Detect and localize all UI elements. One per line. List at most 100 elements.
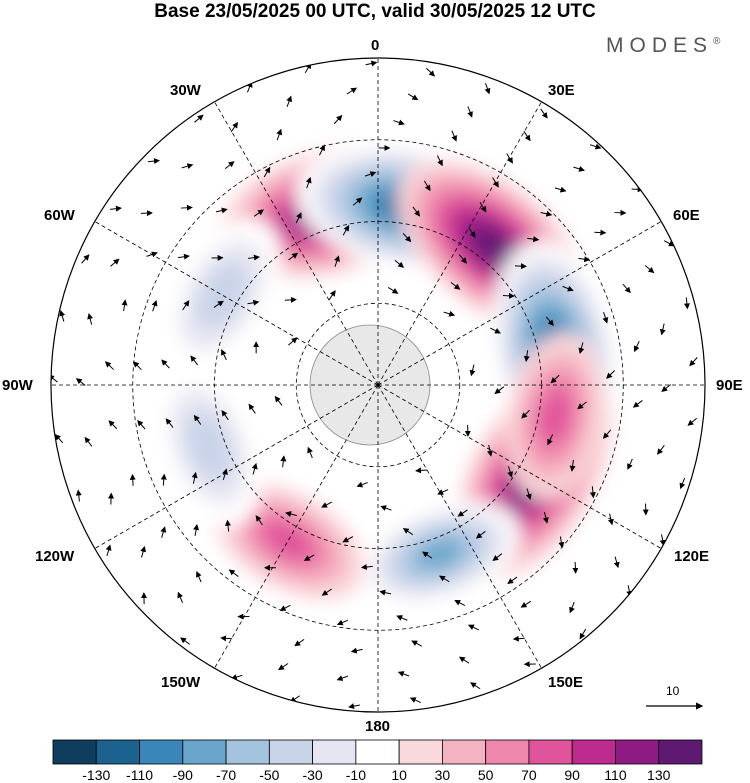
wind-arrow [457,509,468,517]
anomaly-contour [474,229,513,265]
wind-arrow [458,656,470,664]
wind-arrow [450,281,461,290]
wind-arrow [454,600,466,607]
wind-arrow [147,158,160,165]
wind-arrow [506,153,513,164]
wind-arrow [467,624,480,631]
wind-arrow [663,240,675,247]
wind-arrow [569,459,576,472]
wind-arrow [84,436,93,447]
wind-arrow [402,233,412,243]
wind-arrow [129,473,136,486]
wind-arrow [633,341,640,353]
wind-arrow [336,675,349,681]
wind-arrow [303,554,315,561]
wind-arrow [263,166,271,178]
wind-arrow [87,313,94,325]
wind-arrow [278,663,289,671]
lon-label-90e: 90E [716,377,743,394]
wind-arrow [137,420,146,430]
anomaly-contour [417,539,462,569]
wind-arrow [350,647,363,654]
anomaly-field [155,143,620,608]
wind-arrow [274,395,283,406]
wind-arrow [426,67,436,77]
colorbar-tick-label: -30 [302,767,323,783]
colorbar-tick-label: -50 [259,767,280,783]
wind-arrow [342,224,350,236]
wind-arrow [594,229,607,236]
wind-arrow [305,176,312,189]
wind-arrow [286,95,292,107]
wind-arrow [527,236,540,243]
wind-arrow [659,534,666,547]
wind-arrow [146,251,158,258]
wind-arrow [255,515,263,526]
wind-arrow [279,604,291,611]
wind-arrow [364,171,377,177]
wind-arrow [228,569,239,577]
wind-arrow [525,488,532,501]
wind-arrow [627,458,633,470]
wind-arrow [215,207,228,214]
colorbar-tick-label: 50 [477,767,494,783]
wind-arrow [577,401,587,410]
meridian-line [214,101,379,386]
wind-arrow [75,378,86,386]
wind-arrow [387,287,399,294]
wind-arrow [251,462,258,475]
wind-arrow [656,445,665,455]
wind-arrow [230,121,239,133]
wind-arrow [415,467,428,474]
wind-arrow [342,536,354,543]
wind-arrow [492,553,503,562]
wind-arrow [334,255,340,267]
lon-label-30w: 30W [170,82,201,99]
wind-arrow [412,206,421,217]
wind-arrow [578,256,591,263]
wind-arrow [193,414,202,425]
wind-arrow [502,292,515,299]
anomaly-contour [262,520,314,561]
wind-arrow [54,433,64,444]
lon-label-150e: 150E [548,674,584,691]
wind-arrow [328,290,336,301]
wind-arrow [336,619,349,626]
wind-arrow [182,300,190,311]
wind-arrow [321,501,332,508]
wind-arrow [687,417,698,426]
wind-arrow [490,327,501,334]
wind-arrow [121,299,128,312]
colorbar-tick-label: 30 [434,767,451,783]
wind-arrow [523,131,531,142]
wind-arrow [411,640,423,647]
wind-arrow [487,444,493,457]
lon-label-30e: 30E [548,82,575,99]
wind-arrow [109,205,122,212]
wind-arrow [165,418,174,428]
wind-arrow [284,296,297,303]
wind-arrow [75,489,82,502]
wind-arrow [683,297,690,310]
lon-label-0: 0 [371,37,380,54]
wind-arrow [140,545,147,558]
wind-arrow [402,528,414,536]
colorbar-tick-label: 110 [604,767,627,783]
wind-arrow [613,556,620,569]
wind-arrow [644,265,655,274]
wind-arrow [409,697,421,704]
wind-arrow [547,434,554,446]
wind-arrow [59,310,66,322]
wind-arrow [365,60,378,67]
wind-arrow [569,601,575,614]
anomaly-contour [538,388,572,445]
wind-arrow [333,114,343,125]
wind-arrow [554,186,567,193]
wind-arrow [492,177,499,188]
colorbar-tick-label: 130 [647,767,671,783]
wind-arrow [253,209,264,217]
anomaly-contour [185,411,232,482]
wind-arrow [321,588,332,596]
wind-arrow [550,374,560,384]
wind-arrow [221,349,227,361]
